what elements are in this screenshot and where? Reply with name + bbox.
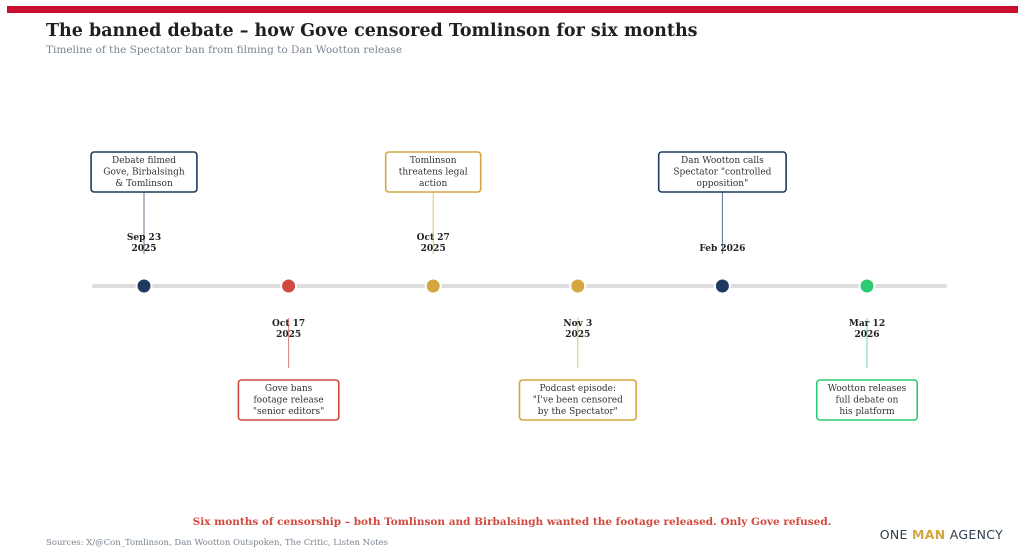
event-date: Oct 27 2025 (417, 233, 450, 254)
brand-one: ONE (879, 527, 913, 542)
event-marker (135, 277, 153, 295)
event-label: Podcast episode: "I've been censored by th… (533, 384, 623, 417)
event-label: Gove bans footage release "senior editors" (253, 384, 324, 417)
chart-subtitle: Timeline of the Spectator ban from filmi… (46, 44, 403, 56)
event-marker (569, 277, 587, 295)
event-date: Mar 12 2026 (849, 319, 885, 340)
brand-agency: AGENCY (945, 527, 1003, 542)
event-marker (858, 277, 876, 295)
event-label-box (518, 379, 637, 421)
event-date: Nov 3 2025 (563, 319, 592, 340)
top-accent-bar (7, 6, 1018, 13)
event-marker (424, 277, 442, 295)
brand-man: MAN (912, 527, 946, 542)
event-label-box (237, 379, 340, 421)
event-label: Tomlinson threatens legal action (399, 156, 468, 189)
event-label: Debate filmed Gove, Birbalsingh & Tomlinso… (103, 156, 185, 189)
event-label: Wootton releases full debate on his platfo… (828, 384, 907, 417)
event-marker (713, 277, 731, 295)
event-date: Feb 2026 (699, 244, 745, 254)
chart-title: The banned debate – how Gove censored To… (46, 21, 698, 41)
event-label-box (384, 151, 482, 193)
event-date: Oct 17 2025 (272, 319, 305, 340)
brand-logo: ONE MAN AGENCY (880, 527, 1003, 542)
event-marker (280, 277, 298, 295)
event-date: Sep 23 2025 (127, 233, 161, 254)
event-label: Dan Wootton calls Spectator "controlled op… (673, 156, 771, 189)
footnote: Six months of censorship – both Tomlinso… (192, 516, 832, 528)
sources-note: Sources: X/@Con_Tomlinson, Dan Wootton O… (46, 538, 389, 547)
event-label-box (657, 151, 787, 193)
event-label-box (90, 151, 198, 193)
event-label-box (815, 379, 918, 421)
